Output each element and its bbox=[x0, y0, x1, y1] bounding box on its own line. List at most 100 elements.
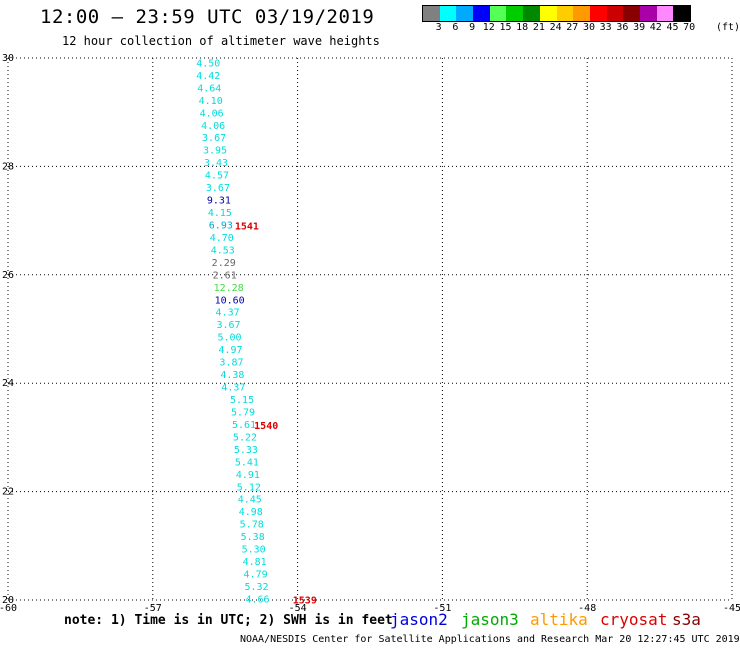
lon-tick-label: -54 bbox=[289, 603, 307, 614]
wave-height-value: 4.81 bbox=[243, 557, 267, 568]
scale-swatch bbox=[573, 6, 590, 21]
wave-height-value: 4.91 bbox=[236, 470, 260, 481]
pass-time-label: 1541 bbox=[235, 221, 259, 232]
wave-height-value: 4.06 bbox=[201, 121, 225, 132]
wave-height-value: 4.15 bbox=[208, 208, 232, 219]
wave-height-value: 4.79 bbox=[244, 570, 268, 581]
satellite-legend-altika: altika bbox=[530, 610, 588, 629]
satellite-legend-s3a: s3a bbox=[672, 610, 701, 629]
wave-height-value: 5.12 bbox=[237, 482, 261, 493]
wave-height-value: 3.67 bbox=[202, 133, 226, 144]
lat-tick-label: 26 bbox=[2, 270, 14, 281]
map-subtitle: 12 hour collection of altimeter wave hei… bbox=[62, 34, 380, 48]
wave-height-value: 5.30 bbox=[242, 545, 266, 556]
scale-label: 27 bbox=[566, 22, 579, 33]
lat-tick-label: 24 bbox=[2, 378, 14, 389]
wave-height-value: 4.45 bbox=[238, 495, 262, 506]
scale-label: 12 bbox=[482, 22, 495, 33]
satellite-legend-cryosat: cryosat bbox=[600, 610, 668, 629]
lon-tick-label: -57 bbox=[144, 603, 162, 614]
scale-swatch bbox=[623, 6, 640, 21]
scale-swatch bbox=[456, 6, 474, 21]
wave-height-value: 4.98 bbox=[239, 507, 263, 518]
lon-tick-label: -48 bbox=[578, 603, 596, 614]
wave-height-value: 4.42 bbox=[196, 71, 220, 82]
wave-height-value: 5.41 bbox=[235, 457, 259, 468]
wave-height-value: 5.78 bbox=[240, 520, 264, 531]
wave-height-value: 3.67 bbox=[217, 320, 241, 331]
wave-height-value: 4.37 bbox=[221, 383, 245, 394]
wave-height-value: 12.28 bbox=[214, 283, 244, 294]
scale-label: 9 bbox=[469, 22, 476, 33]
wave-height-value: 4.50 bbox=[196, 58, 220, 69]
scale-label: 42 bbox=[649, 22, 662, 33]
wave-height-value: 4.53 bbox=[211, 245, 235, 256]
scale-label: 18 bbox=[516, 22, 529, 33]
wave-height-value: 4.38 bbox=[220, 370, 244, 381]
wave-height-value: 4.70 bbox=[210, 233, 234, 244]
wave-height-value: 5.22 bbox=[233, 432, 257, 443]
color-scale-unit: (ft) bbox=[716, 22, 740, 33]
scale-label: 70 bbox=[683, 22, 696, 33]
color-scale-bar bbox=[422, 5, 691, 22]
scale-swatch bbox=[506, 6, 524, 21]
wave-height-value: 4.64 bbox=[197, 83, 221, 94]
scale-label: 24 bbox=[549, 22, 562, 33]
wave-height-value: 4.97 bbox=[218, 345, 242, 356]
scale-swatch bbox=[673, 6, 690, 21]
scale-label: 30 bbox=[582, 22, 596, 33]
lat-tick-label: 28 bbox=[2, 161, 14, 172]
wave-height-value: 9.31 bbox=[207, 196, 231, 207]
wave-height-value: 3.67 bbox=[206, 183, 230, 194]
lon-tick-label: -45 bbox=[723, 603, 740, 614]
wave-height-value: 10.60 bbox=[215, 295, 245, 306]
pass-time-label: 1539 bbox=[293, 595, 317, 606]
wave-height-value: 4.06 bbox=[200, 108, 224, 119]
wave-height-value: 3.95 bbox=[203, 146, 227, 157]
footer-note: note: 1) Time is in UTC; 2) SWH is in fe… bbox=[64, 613, 393, 628]
footer-credit: NOAA/NESDIS Center for Satellite Applica… bbox=[240, 634, 740, 645]
scale-swatch bbox=[539, 6, 557, 21]
satellite-legend-jason2: jason2 bbox=[390, 610, 448, 629]
wave-height-value: 4.66 bbox=[245, 594, 269, 605]
lat-tick-label: 30 bbox=[2, 53, 14, 64]
scale-label: 15 bbox=[499, 22, 512, 33]
satellite-legend-jason3: jason3 bbox=[461, 610, 519, 629]
scale-swatch bbox=[439, 6, 457, 21]
scale-label: 3 bbox=[435, 22, 442, 33]
wave-height-value: 4.37 bbox=[216, 308, 240, 319]
scale-swatch bbox=[656, 6, 674, 21]
scale-swatch bbox=[639, 6, 657, 21]
wave-height-value: 3.43 bbox=[204, 158, 228, 169]
scale-label: 21 bbox=[532, 22, 545, 33]
scale-label: 6 bbox=[452, 22, 459, 33]
map-title: 12:00 – 23:59 UTC 03/19/2019 bbox=[40, 6, 375, 28]
scale-swatch bbox=[523, 6, 540, 21]
wave-height-value: 4.10 bbox=[199, 96, 223, 107]
wave-height-value: 4.57 bbox=[205, 171, 229, 182]
scale-label: 33 bbox=[599, 22, 612, 33]
wave-height-value: 5.15 bbox=[230, 395, 254, 406]
scale-label: 45 bbox=[666, 22, 679, 33]
wave-height-value: 5.79 bbox=[231, 407, 255, 418]
scale-swatch bbox=[556, 6, 574, 21]
pass-time-label: 1540 bbox=[254, 421, 278, 432]
scale-swatch bbox=[489, 6, 507, 21]
lat-tick-label: 22 bbox=[2, 487, 14, 498]
lon-tick-label: -51 bbox=[433, 603, 451, 614]
scale-swatch bbox=[473, 6, 490, 21]
lat-tick-label: 20 bbox=[2, 595, 14, 606]
scale-swatch bbox=[423, 6, 440, 21]
lon-tick-label: -60 bbox=[0, 603, 17, 614]
wave-height-value: 5.61 bbox=[232, 420, 256, 431]
scale-swatch bbox=[606, 6, 624, 21]
scale-swatch bbox=[589, 6, 607, 21]
wave-height-value: 5.38 bbox=[241, 532, 265, 543]
wave-height-value: 6.93 bbox=[209, 220, 233, 231]
scale-label: 36 bbox=[616, 22, 629, 33]
scale-label: 39 bbox=[633, 22, 646, 33]
wave-height-value: 5.00 bbox=[217, 333, 241, 344]
wave-height-value: 3.87 bbox=[219, 358, 243, 369]
